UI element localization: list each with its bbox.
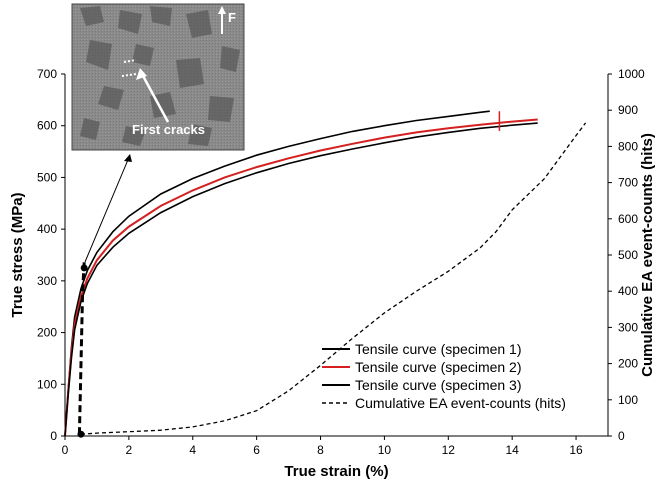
series-line-1 (64, 110, 490, 437)
y2-tick-label: 700 (618, 176, 638, 190)
grain-shape (220, 46, 240, 72)
grain-shape (188, 124, 212, 146)
y-tick-label: 200 (37, 326, 57, 340)
grain-shape (208, 96, 234, 122)
grain-shape (176, 58, 204, 88)
y2-tick-label: 600 (618, 212, 638, 226)
data-marker (80, 264, 88, 272)
y-tick-label: 0 (50, 429, 57, 443)
x-tick-label: 14 (505, 443, 519, 457)
y2-tick-label: 0 (618, 429, 625, 443)
y2-tick-label: 900 (618, 103, 638, 117)
x-tick-label: 16 (569, 443, 583, 457)
x-tick-label: 4 (189, 443, 196, 457)
grain-shape (122, 126, 146, 146)
y2-tick-label: 1000 (618, 67, 645, 81)
x-tick-label: 2 (126, 443, 133, 457)
crack-arrow-head (136, 68, 147, 80)
grain-shape (118, 10, 142, 34)
y-tick-label: 100 (37, 377, 57, 391)
y2-tick-label: 100 (618, 393, 638, 407)
y2-tick-label: 200 (618, 357, 638, 371)
y-tick-label: 400 (37, 222, 57, 236)
x-tick-label: 12 (442, 443, 456, 457)
legend-label: Tensile curve (specimen 3) (355, 377, 522, 393)
grain-shape (80, 118, 100, 140)
first-cracks-label: First cracks (132, 122, 205, 137)
grain-shape (132, 44, 154, 66)
axes: 0 2 4 6 8 10 12 14 16 0 100 200 300 400 500 600 700 0 100 2… (9, 67, 656, 480)
micrograph-background (72, 4, 244, 150)
legend-label: Tensile curve (specimen 1) (355, 341, 522, 357)
data-marker (77, 430, 85, 438)
y-axis-title: True stress (MPa) (9, 192, 26, 317)
x-tick-label: 10 (378, 443, 392, 457)
grain-shape (86, 40, 112, 70)
y2-tick-label: 400 (618, 284, 638, 298)
y-tick-label: 300 (37, 274, 57, 288)
legend: Tensile curve (specimen 1) Tensile curve … (322, 341, 566, 411)
series-line-4 (80, 122, 587, 435)
y2-tick-label: 800 (618, 139, 638, 153)
grain-shape (98, 86, 124, 110)
grain-shape (150, 6, 172, 26)
grain-shape (80, 6, 104, 26)
x-tick-label: 8 (317, 443, 324, 457)
y2-axis-title: Cumulative EA event-counts (hits) (639, 133, 656, 377)
micrograph-inset: First cracks F (71, 3, 245, 263)
series-line-5 (77, 262, 86, 435)
leader-line (84, 154, 131, 263)
y-tick-label: 500 (37, 170, 57, 184)
x-tick-label: 0 (62, 443, 69, 457)
force-arrow-head (218, 6, 226, 14)
y-tick-label: 600 (37, 119, 57, 133)
grain-shape (186, 10, 212, 38)
micrograph-frame (71, 3, 245, 151)
legend-label: Tensile curve (specimen 2) (355, 359, 522, 375)
x-tick-label: 6 (253, 443, 260, 457)
x-axis-title: True strain (%) (284, 463, 388, 480)
series-line-2 (64, 118, 538, 437)
series-line-3 (64, 122, 538, 437)
y2-tick-label: 500 (618, 248, 638, 262)
y2-tick-label: 300 (618, 320, 638, 334)
crack-arrow (140, 73, 170, 123)
leader-arrow-head (124, 154, 132, 162)
series-layer (64, 110, 587, 438)
force-label: F (228, 10, 236, 25)
legend-label: Cumulative EA event-counts (hits) (355, 395, 566, 411)
y-tick-label: 700 (37, 67, 57, 81)
